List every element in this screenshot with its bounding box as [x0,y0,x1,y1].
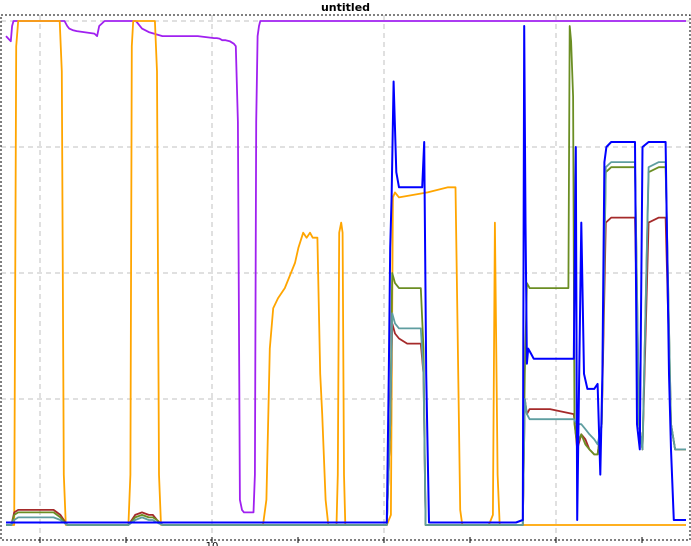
series-line-3 [6,25,686,526]
series-group [5,20,686,526]
series-line-1 [6,20,686,526]
x-ticks: 10 [39,537,643,546]
grid [1,15,690,540]
series-line-5 [6,25,686,524]
series-line-0 [5,20,686,514]
chart-title: untitled [320,1,371,14]
plot-frame [0,14,691,541]
x-tick-label: 10 [206,541,219,546]
